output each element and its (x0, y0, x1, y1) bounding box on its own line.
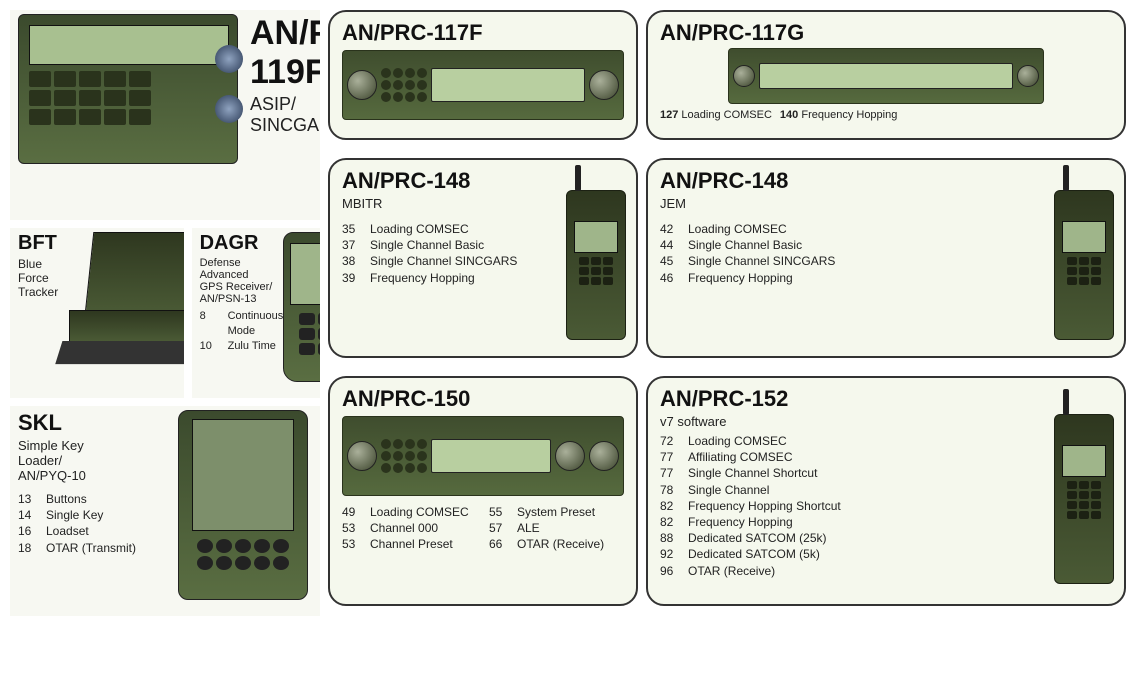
subtitle-152: v7 software (660, 414, 1112, 429)
card-skl: SKL Simple Key Loader/ AN/PYQ-10 13Butto… (10, 406, 320, 616)
device-bft (59, 232, 176, 372)
list-148j: 42Loading COMSEC 44Single Channel Basic … (660, 221, 840, 286)
device-148j (1054, 190, 1114, 340)
list-152: 72Loading COMSEC 77Affiliating COMSEC 77… (660, 433, 850, 579)
title-119f: AN/PRC-119F (250, 14, 320, 92)
list-dagr: 8Continuous Mode 10Zulu Time (200, 309, 284, 354)
device-150 (342, 416, 624, 496)
subtitle-119f: ASIP/ SINCGARS (250, 94, 320, 136)
equipment-grid: AN/PRC-117F AN/PRC-117G 127 Loading COMS… (10, 10, 1124, 616)
subtitle-skl: Simple Key Loader/ AN/PYQ-10 (18, 438, 178, 483)
card-119f: AN/PRC-119F ASIP/ SINCGARS (10, 10, 320, 220)
card-150: AN/PRC-150 49Loading COMSEC 53Channel 00… (328, 376, 638, 606)
device-117g (728, 48, 1044, 104)
title-152: AN/PRC-152 (660, 386, 1112, 412)
device-117f (342, 50, 624, 120)
list-skl: 13Buttons 14Single Key 16Loadset 18OTAR … (18, 491, 178, 556)
subtitle-dagr: Defense Advanced GPS Receiver/ AN/PSN-13 (200, 257, 284, 305)
card-148-jem: AN/PRC-148 JEM 42Loading COMSEC 44Single… (646, 158, 1126, 358)
device-119f (18, 14, 238, 164)
list-150-left: 49Loading COMSEC 53Channel 000 53Channel… (342, 504, 477, 553)
subtitle-bft: Blue Force Tracker (18, 257, 59, 299)
device-skl (178, 410, 308, 600)
device-dagr (283, 232, 320, 382)
title-150: AN/PRC-150 (342, 386, 624, 412)
title-bft: BFT (18, 232, 59, 255)
title-117g: AN/PRC-117G (660, 20, 1112, 46)
card-117g: AN/PRC-117G 127 Loading COMSEC 140 Frequ… (646, 10, 1126, 140)
list-117g: 127 Loading COMSEC 140 Frequency Hopping (660, 108, 1112, 123)
title-dagr: DAGR (200, 232, 284, 255)
title-117f: AN/PRC-117F (342, 20, 624, 46)
title-skl: SKL (18, 410, 178, 436)
card-148-mbitr: AN/PRC-148 MBITR 35Loading COMSEC 37Sing… (328, 158, 638, 358)
card-dagr: DAGR Defense Advanced GPS Receiver/ AN/P… (192, 228, 320, 398)
subtitle-148j: JEM (660, 196, 1112, 211)
list-150-right: 55System Preset 57ALE 66OTAR (Receive) (489, 504, 624, 553)
card-117f: AN/PRC-117F (328, 10, 638, 140)
card-bft: BFT Blue Force Tracker (10, 228, 184, 398)
title-148j: AN/PRC-148 (660, 168, 1112, 194)
card-152: AN/PRC-152 v7 software 72Loading COMSEC … (646, 376, 1126, 606)
device-148m (566, 190, 626, 340)
list-148m: 35Loading COMSEC 37Single Channel Basic … (342, 221, 522, 286)
device-152 (1054, 414, 1114, 584)
